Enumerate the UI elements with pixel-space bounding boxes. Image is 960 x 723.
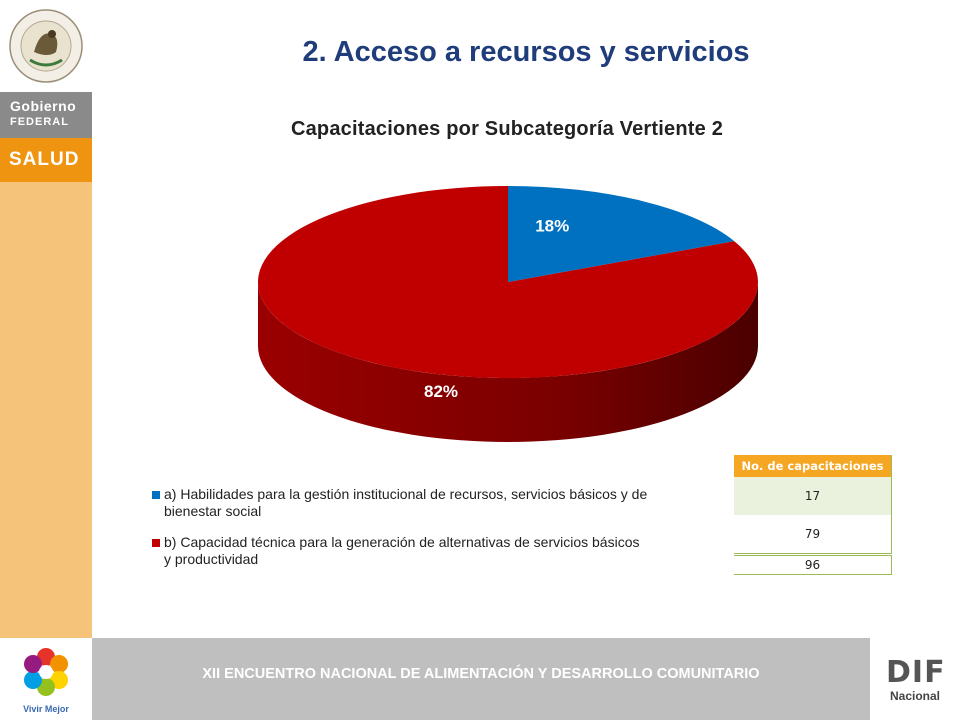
gobierno-label: Gobierno bbox=[10, 98, 77, 114]
national-seal-logo bbox=[0, 0, 92, 92]
legend-item-b-line1: b) Capacidad técnica para la generación … bbox=[164, 534, 640, 550]
table-total-row: 96 bbox=[734, 554, 892, 575]
legend-swatch-b bbox=[152, 539, 160, 547]
salud-label: SALUD bbox=[9, 149, 80, 170]
table-cell-total: 96 bbox=[734, 554, 892, 575]
table-row: 79 bbox=[734, 515, 892, 556]
table-cell-b: 79 bbox=[734, 515, 892, 556]
legend-item-a-line1: a) Habilidades para la gestión instituci… bbox=[164, 486, 648, 502]
vivir-mejor-logo: Vivir Mejor bbox=[10, 642, 82, 718]
table-cell-a: 17 bbox=[734, 477, 892, 515]
legend-item-b-line2: y productividad bbox=[164, 551, 259, 567]
legend-item-b: b) Capacidad técnica para la generación … bbox=[150, 534, 730, 568]
salud-badge: SALUD bbox=[0, 138, 92, 182]
legend-item-a: a) Habilidades para la gestión instituci… bbox=[150, 486, 730, 520]
svg-text:Vivir Mejor: Vivir Mejor bbox=[23, 704, 69, 714]
pie-chart: 18% 82% bbox=[258, 186, 758, 442]
legend-item-a-line2: bienestar social bbox=[164, 503, 262, 519]
capacitaciones-table: No. de capacitaciones 17 79 96 bbox=[734, 455, 892, 575]
legend-swatch-a bbox=[152, 491, 160, 499]
slice-a-label: 18% bbox=[535, 216, 569, 235]
dif-nacional-logo: DIF Nacional bbox=[882, 652, 950, 708]
svg-text:DIF: DIF bbox=[886, 655, 946, 690]
pie-slice-a bbox=[508, 186, 735, 282]
footer-band bbox=[92, 638, 870, 720]
slice-b-label: 82% bbox=[424, 382, 458, 401]
federal-label: FEDERAL bbox=[10, 116, 69, 128]
chart-title: Capacitaciones por Subcategoría Vertient… bbox=[290, 118, 724, 140]
table-header: No. de capacitaciones bbox=[734, 455, 892, 477]
slide-title: 2. Acceso a recursos y servicios bbox=[302, 36, 750, 68]
svg-text:Nacional: Nacional bbox=[890, 689, 940, 703]
table-row: 17 bbox=[734, 477, 892, 515]
footer-title: XII ENCUENTRO NACIONAL DE ALIMENTACIÓN Y… bbox=[202, 666, 760, 682]
gobierno-federal-badge: Gobierno FEDERAL bbox=[0, 92, 92, 138]
pie-side-wall bbox=[258, 282, 758, 442]
chart-legend: a) Habilidades para la gestión instituci… bbox=[150, 486, 730, 576]
